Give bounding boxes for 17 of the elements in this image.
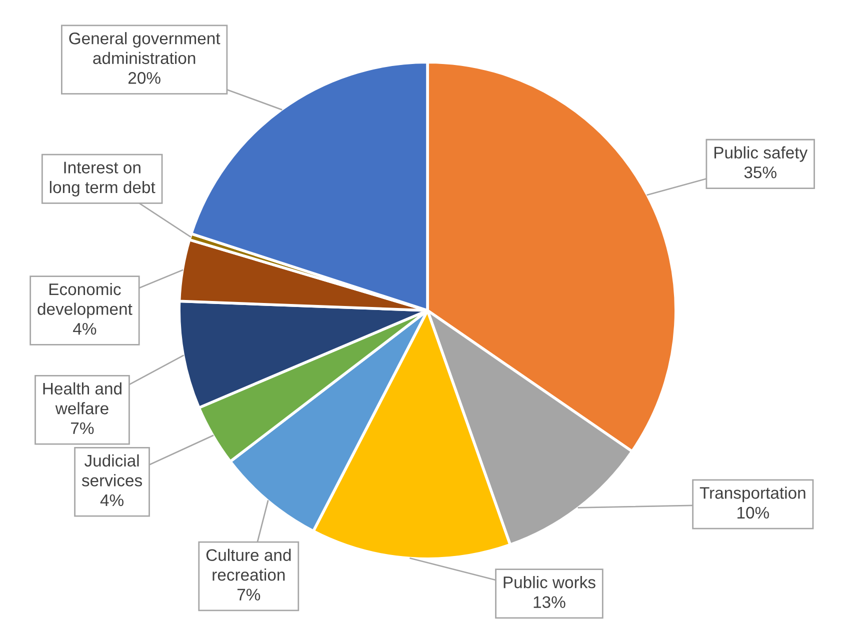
data-label: 4%: [100, 494, 124, 506]
data-label: 35%: [744, 166, 776, 178]
data-label: 7%: [237, 588, 260, 600]
data-label: 7%: [71, 422, 94, 434]
slice-label: Judicial services: [82, 454, 142, 486]
slice-label: Culture and recreation: [206, 548, 291, 581]
slice-label: Transportation: [700, 486, 806, 502]
slice-label: General government administration: [69, 32, 220, 64]
data-label: 13%: [534, 596, 566, 608]
slice-label: Economic development: [38, 282, 132, 318]
slice-label: Public safety: [714, 146, 808, 162]
slice-label: Health and welfare: [43, 382, 122, 414]
data-label: 4%: [73, 323, 96, 335]
data-label: 10%: [737, 506, 769, 519]
slice-label: Interest on long term debt: [50, 162, 156, 196]
slice-label: Public works: [504, 576, 596, 588]
data-label: 20%: [128, 72, 160, 84]
